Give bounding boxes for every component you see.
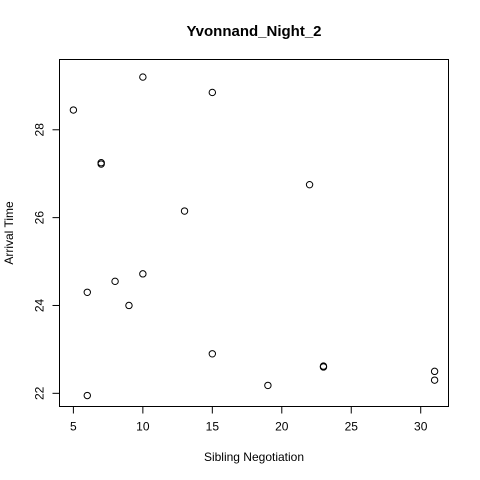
x-axis-label: Sibling Negotiation — [204, 450, 304, 464]
y-tick-label: 26 — [33, 211, 47, 225]
x-tick-label: 25 — [345, 420, 359, 434]
x-axis: 5 10 15 20 25 30 — [70, 406, 436, 434]
x-tick-label: 20 — [275, 420, 289, 434]
data-point — [264, 381, 272, 390]
data-point — [319, 363, 328, 371]
chart-title: Yvonnand_Night_2 — [186, 23, 321, 40]
y-axis: 22 24 26 28 — [33, 123, 60, 400]
data-point — [111, 277, 119, 286]
y-tick-label: 28 — [33, 123, 47, 137]
x-tick-label: 5 — [70, 420, 77, 434]
data-point — [208, 88, 217, 97]
data-point — [180, 207, 189, 215]
data-points — [69, 73, 439, 400]
data-point — [208, 350, 217, 358]
x-tick-label: 15 — [206, 420, 220, 434]
x-tick-label: 10 — [136, 420, 150, 434]
y-tick-label: 24 — [33, 298, 47, 312]
data-point — [69, 106, 78, 114]
data-point — [125, 301, 133, 310]
y-axis-label: Arrival Time — [2, 201, 16, 265]
data-point — [430, 376, 439, 384]
data-point — [430, 367, 439, 376]
data-point — [305, 180, 314, 189]
data-point — [139, 270, 147, 278]
data-point — [83, 391, 91, 400]
data-point — [97, 160, 105, 168]
y-tick-label: 22 — [33, 386, 47, 400]
data-point — [139, 73, 147, 81]
data-point — [83, 288, 91, 296]
x-tick-label: 30 — [414, 420, 428, 434]
plot-area — [59, 59, 449, 407]
